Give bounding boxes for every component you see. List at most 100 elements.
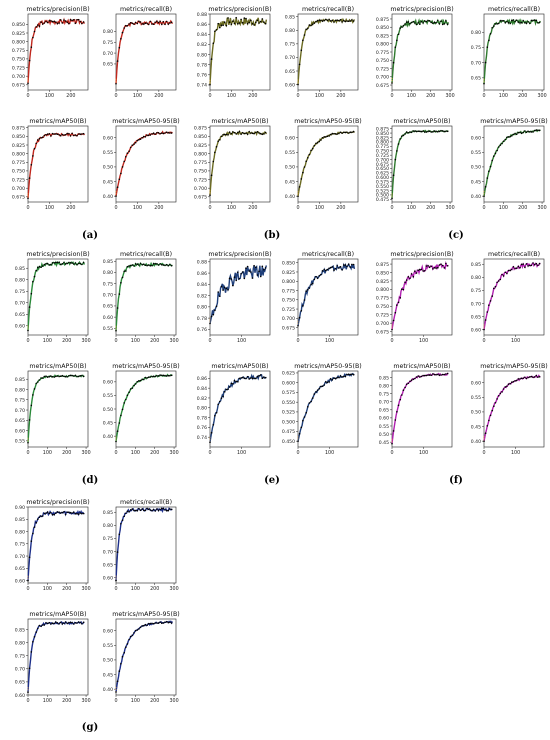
data-point: [55, 621, 57, 623]
y-tick-label: 0.500: [282, 419, 295, 425]
subplot-g-2: metrics/recall(B) 0.60 0.65 0.70 0.75 0.80 0.8…: [103, 499, 179, 592]
data-point: [494, 402, 497, 404]
data-point: [51, 132, 54, 135]
y-tick-label: 0.825: [376, 135, 389, 141]
data-point: [161, 132, 163, 134]
data-point: [134, 383, 137, 385]
data-point: [28, 59, 31, 62]
data-point: [298, 316, 301, 319]
y-tick-label: 0.650: [376, 166, 389, 172]
data-point: [133, 143, 135, 145]
data-point: [320, 385, 322, 388]
data-point: [61, 623, 64, 625]
data-point: [56, 375, 59, 377]
data-point: [164, 509, 166, 511]
data-point: [38, 516, 41, 518]
data-point: [68, 132, 70, 135]
data-point: [343, 375, 345, 378]
y-tick-label: 0.725: [376, 153, 389, 159]
data-point: [147, 23, 150, 26]
y-tick-label: 0.825: [194, 143, 207, 149]
data-point: [532, 262, 534, 264]
data-point: [149, 509, 152, 511]
data-point: [422, 130, 424, 132]
data-point: [128, 511, 130, 513]
data-point: [484, 186, 487, 188]
data-point: [223, 286, 226, 289]
data-point: [144, 136, 147, 138]
data-point: [401, 288, 403, 291]
data-point: [341, 269, 343, 271]
data-point: [63, 622, 65, 624]
data-point: [59, 512, 62, 514]
data-point: [116, 186, 119, 188]
y-tick-label: 0.65: [15, 312, 25, 318]
data-point: [499, 278, 502, 281]
subplot-title: metrics/mAP50(B): [29, 611, 86, 618]
data-point: [164, 23, 166, 26]
data-point: [149, 622, 152, 625]
data-point: [217, 140, 219, 143]
y-tick-label: 0.875: [376, 262, 389, 268]
data-point: [502, 140, 505, 142]
x-tick-label: 0: [26, 698, 29, 704]
y-tick-label: 0.550: [376, 184, 389, 190]
data-point: [298, 433, 301, 435]
subplot-title: metrics/mAP50(B): [211, 118, 268, 125]
y-tick-label: 0.85: [15, 266, 25, 272]
data-point: [352, 263, 355, 266]
data-point: [491, 159, 494, 162]
y-tick-label: 0.60: [15, 693, 25, 699]
data-point: [261, 265, 264, 268]
data-point: [261, 18, 264, 20]
data-point: [121, 519, 124, 521]
data-point: [315, 142, 317, 145]
data-point: [328, 135, 330, 137]
y-tick-label: 0.70: [15, 408, 25, 414]
data-point: [40, 377, 42, 379]
data-point: [58, 22, 60, 24]
y-tick-label: 0.40: [471, 439, 481, 445]
data-point: [259, 20, 262, 23]
data-point: [336, 376, 339, 379]
data-point: [320, 139, 322, 141]
data-point: [228, 386, 231, 388]
y-tick-label: 0.60: [103, 628, 113, 634]
plot-frame: [391, 125, 453, 203]
data-point: [499, 144, 502, 146]
y-tick-label: 0.74: [197, 83, 207, 89]
y-tick-label: 0.85: [15, 517, 25, 523]
data-point: [215, 305, 218, 308]
data-point: [68, 261, 70, 264]
y-tick-label: 0.75: [471, 45, 481, 51]
x-tick-label: 100: [237, 450, 246, 456]
data-point: [228, 21, 231, 24]
data-point: [144, 509, 147, 512]
data-point: [258, 132, 260, 134]
data-point: [307, 406, 309, 408]
data-point: [170, 508, 173, 511]
data-point: [303, 299, 306, 301]
data-point: [222, 134, 224, 136]
data-point: [121, 655, 124, 658]
data-point: [329, 378, 332, 380]
data-point: [504, 386, 507, 388]
plot-frame: [115, 506, 177, 584]
data-point: [125, 270, 127, 272]
data-point: [69, 19, 72, 21]
data-point: [33, 30, 36, 33]
data-point: [225, 287, 228, 290]
data-point: [302, 419, 304, 422]
data-point: [256, 375, 259, 378]
y-tick-label: 0.40: [103, 434, 113, 440]
data-point: [58, 375, 60, 378]
y-tick-label: 0.825: [12, 31, 25, 37]
data-point: [143, 378, 145, 381]
data-point: [121, 166, 124, 168]
data-point: [63, 19, 65, 21]
data-point: [118, 533, 121, 536]
x-tick-label: 200: [150, 698, 159, 704]
y-tick-label: 0.675: [12, 83, 25, 89]
subplot-title: metrics/mAP50-95(B): [112, 118, 179, 125]
data-point: [259, 374, 262, 376]
